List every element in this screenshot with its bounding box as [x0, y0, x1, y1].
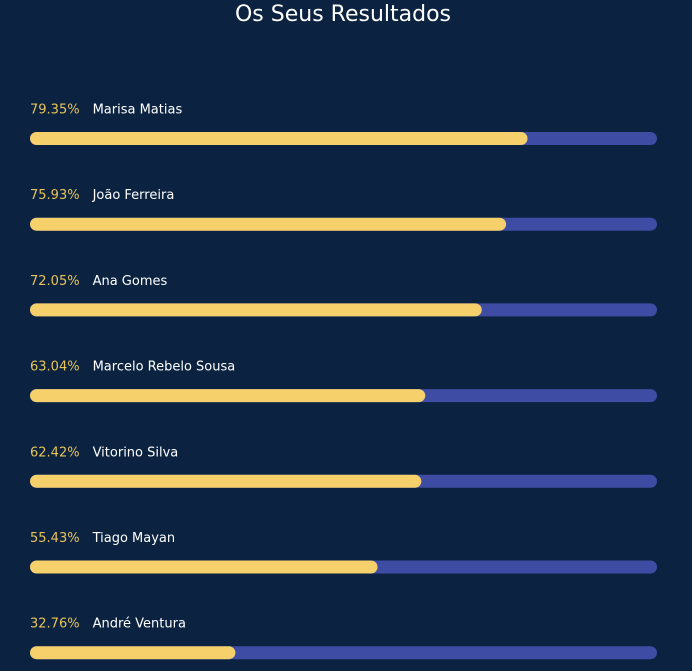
- bar: [30, 217, 507, 231]
- value-label: 62.42%: [30, 445, 80, 460]
- category-label: Vitorino Silva: [93, 445, 179, 460]
- bar: [30, 132, 528, 145]
- bar: [30, 646, 236, 660]
- category-label: Tiago Mayan: [92, 531, 176, 546]
- category-label: João Ferreira: [92, 188, 175, 203]
- value-label: 63.04%: [30, 360, 80, 375]
- category-label: André Ventura: [93, 617, 186, 632]
- value-label: 79.35%: [30, 103, 80, 118]
- category-label: Marisa Matias: [93, 103, 183, 118]
- value-label: 55.43%: [30, 531, 80, 546]
- category-label: Ana Gomes: [93, 274, 168, 289]
- value-label: 72.05%: [30, 274, 80, 289]
- bar: [30, 389, 426, 403]
- chart-title: Os Seus Resultados: [235, 2, 451, 27]
- bar: [30, 303, 482, 317]
- category-label: Marcelo Rebelo Sousa: [93, 360, 236, 375]
- value-label: 75.93%: [30, 188, 80, 203]
- bar: [30, 560, 378, 574]
- value-label: 32.76%: [30, 617, 80, 632]
- bar: [30, 474, 422, 488]
